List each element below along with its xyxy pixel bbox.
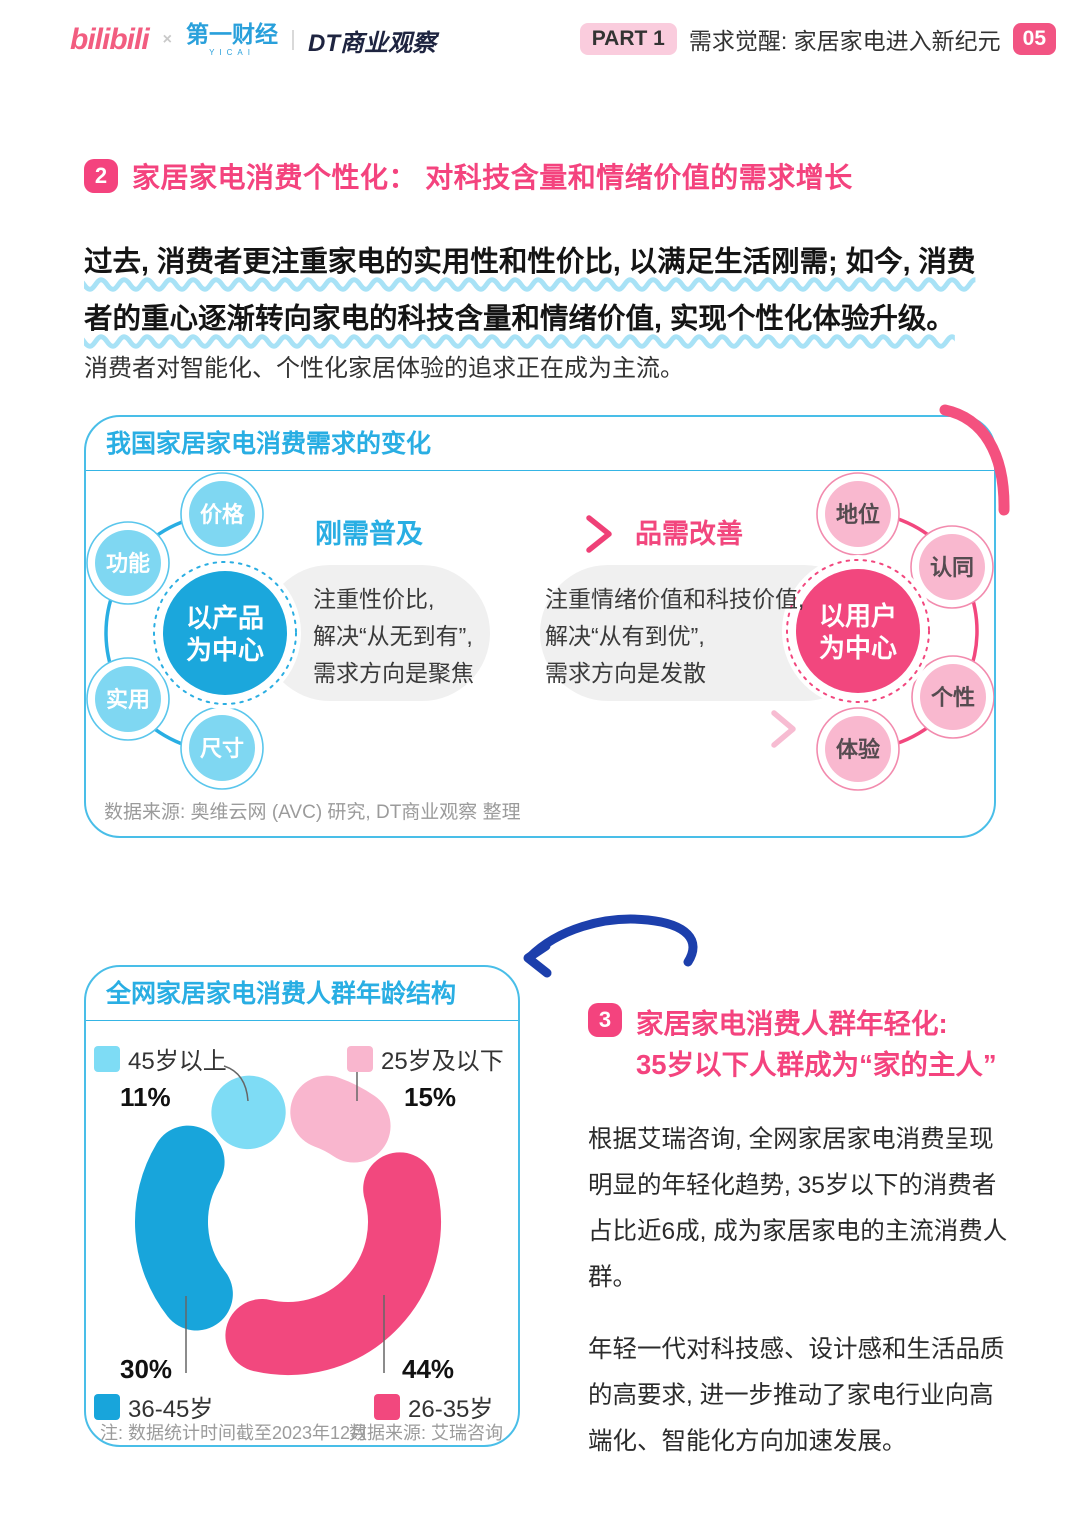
user-centered-node: 以用户 为中心 [782,555,934,707]
legend-label-26-35: 26-35岁 [408,1396,494,1423]
node-size-label: 尺寸 [200,736,244,761]
diagram-source: 数据来源: 奥维云网 (AVC) 研究, DT商业观察 整理 [104,802,521,823]
logo-group: bilibili × 第一财经 YICAI DT商业观察 [70,20,436,60]
legend-36-45: 30% 36-45岁 [94,1354,213,1424]
legend-pct-36-45: 30% [120,1354,173,1384]
node-price-label: 价格 [200,502,245,527]
donut-chart [135,1065,441,1375]
product-centered-line1: 以产品 [186,603,264,633]
demand-change-diagram: 价格 功能 实用 尺寸 地位 [86,471,994,836]
section3: 3 家居家电消费人群年轻化: 35岁以下人群成为“家的主人” 根据艾瑞咨询, 全… [588,1003,1018,1465]
stage-label-necessity: 刚需普及 [315,518,423,549]
section3-paragraph1: 根据艾瑞咨询, 全网家居家电消费呈现明显的年轻化趋势, 35岁以下的消费者占比近… [588,1126,1008,1291]
section3-title-line2: 35岁以下人群成为“家的主人” [636,1049,997,1080]
legend-pct-under25: 15% [404,1082,457,1112]
legend-pct-45plus: 11% [120,1082,171,1112]
node-function: 功能 [86,521,170,605]
node-individuality: 个性 [911,655,994,739]
legend-swatch-45plus [94,1045,120,1072]
right-desc-line3: 需求方向是发散 [545,660,706,686]
pink-arc-decoration-box1 [939,404,1010,516]
user-centered-line2: 为中心 [819,633,897,663]
chart-source: 数据来源: 艾瑞咨询 [349,1423,504,1443]
left-orbit-arc [104,512,226,754]
right-desc-line2: 解决“从有到优”, [545,623,705,649]
node-size: 尺寸 [180,706,264,790]
legend-label-under25: 25岁及以下 [381,1048,504,1075]
demand-change-card: 我国家居家电消费需求的变化 [84,415,996,838]
legend-swatch-under25 [347,1045,373,1072]
times-separator: × [162,31,173,48]
node-individuality-label: 个性 [931,685,975,710]
handdrawn-arrow-icon [523,914,698,978]
diagram-canvas: 价格 功能 实用 尺寸 地位 [86,472,994,791]
node-practical-label: 实用 [106,687,150,712]
left-desc-line3: 需求方向是聚焦 [313,660,474,686]
donut-slice-25岁及以下 [290,1075,391,1163]
donut-slice-26-35岁 [225,1152,441,1375]
bilibili-logo: bilibili [70,23,150,56]
stage-arrowhead-icon [586,515,612,553]
section3-title-line1: 家居家电消费人群年轻化: [636,1008,948,1039]
part-badge: PART 1 [579,23,677,55]
legend-pct-26-35: 44% [402,1354,455,1384]
product-centered-node: 以产品 为中心 [149,557,301,709]
section2-number-badge: 2 [84,159,118,193]
timeline-arrowhead-icon [771,710,796,748]
logo-divider [292,30,295,50]
age-structure-chart: 45岁以上 11% 25岁及以下 15% 30% 36-45岁 44% 26-3… [86,1021,518,1445]
chapter-header: PART 1 需求觉醒: 家居家电进入新纪元 05 [579,22,1056,56]
section3-number-badge: 3 [588,1003,622,1037]
section2-heading: 2 家居家电消费个性化： 对科技含量和情绪价值的需求增长 [84,156,853,196]
left-desc-pill [262,565,490,701]
dt-logo: DT商业观察 [308,29,437,57]
section3-heading: 3 家居家电消费人群年轻化: 35岁以下人群成为“家的主人” [588,1003,1018,1085]
left-desc-line2: 解决“从无到有”, [313,623,473,649]
highlight-paragraph: 过去, 消费者更注重家电的实用性和性价比, 以满足生活刚需; 如今, 消费者的重… [84,234,999,348]
chart-note: 注: 数据统计时间截至2023年12月 [100,1423,369,1443]
right-desc-pill [540,565,872,701]
node-status-label: 地位 [836,502,880,527]
legend-26-35: 44% 26-35岁 [374,1354,493,1424]
user-centered-line1: 以用户 [819,601,897,631]
intro-paragraph: 消费者对智能化、个性化家居体验的追求正在成为主流。 [84,355,684,382]
legend-swatch-26-35 [374,1393,400,1420]
node-identity: 认同 [910,525,994,609]
age-structure-card-title: 全网家居家电消费人群年龄结构 [86,967,518,1021]
right-orbit-arc [857,510,979,752]
node-function-label: 功能 [106,551,150,576]
product-centered-line2: 为中心 [186,635,264,665]
yicai-logo: 第一财经 YICAI [186,23,278,57]
yicai-logo-en: YICAI [209,48,255,57]
donut-slice-36-45岁 [135,1125,233,1331]
right-desc-line1: 注重情绪价值和科技价值, [545,586,804,612]
page-header: bilibili × 第一财经 YICAI DT商业观察 PART 1 需求觉醒… [0,20,1080,60]
age-structure-card: 全网家居家电消费人群年龄结构 45岁以上 11% 25岁及以下 15% [84,965,520,1447]
stage-label-quality: 品需改善 [635,518,743,549]
wavy-underlined-text: 过去, 消费者更注重家电的实用性和性价比, 以满足生活刚需; 如今, 消费者的重… [84,246,976,335]
node-status: 地位 [816,472,900,556]
node-identity-label: 认同 [930,555,974,580]
yicai-logo-cn: 第一财经 [186,21,279,47]
page-number-badge: 05 [1012,23,1056,55]
section3-paragraph2: 年轻一代对科技感、设计感和生活品质的高要求, 进一步推动了家电行业向高端化、智能… [588,1336,1005,1455]
node-price: 价格 [180,472,264,556]
section2-title: 家居家电消费个性化： 对科技含量和情绪价值的需求增长 [132,162,853,193]
section3-title: 家居家电消费人群年轻化: 35岁以下人群成为“家的主人” [636,1003,997,1085]
chapter-title: 需求觉醒: 家居家电进入新纪元 [688,28,1001,54]
demand-change-card-title: 我国家居家电消费需求的变化 [86,417,994,471]
legend-label-36-45: 36-45岁 [128,1396,214,1423]
legend-45plus: 45岁以上 11% [94,1041,227,1113]
legend-swatch-36-45 [94,1393,120,1420]
left-desc-line1: 注重性价比, [313,586,434,612]
node-practical: 实用 [86,657,170,741]
legend-under25: 25岁及以下 15% [347,1041,504,1113]
node-experience: 体验 [816,707,900,791]
legend-label-45plus: 45岁以上 [128,1048,227,1075]
node-experience-label: 体验 [836,737,880,762]
